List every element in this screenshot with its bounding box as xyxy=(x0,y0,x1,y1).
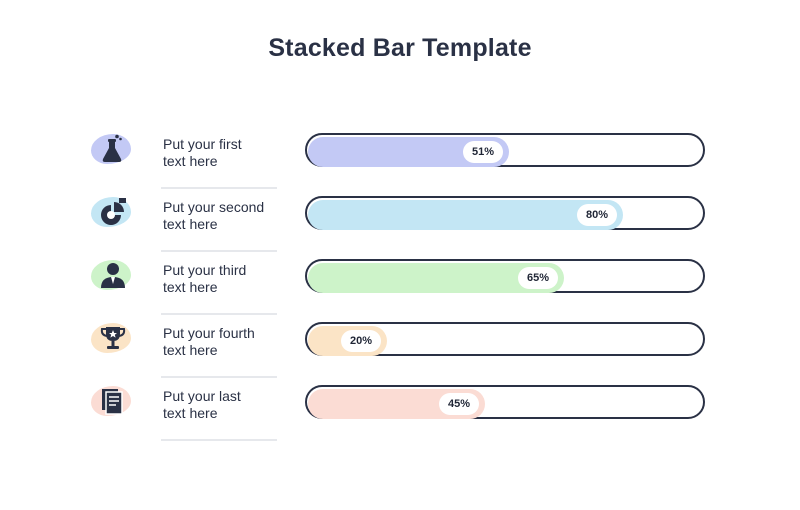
row-icon-container xyxy=(89,193,137,233)
row-label-line1: Put your third xyxy=(163,262,247,278)
row-label-line2: text here xyxy=(163,216,218,232)
row-label: Put your first text here xyxy=(163,136,283,170)
row-icon-container xyxy=(89,382,137,422)
bar-track xyxy=(305,322,705,356)
bar-value-label: 20% xyxy=(341,330,381,352)
row-label-line2: text here xyxy=(163,279,218,295)
pie-chart-icon xyxy=(101,198,126,225)
bar-value-label: 45% xyxy=(439,393,479,415)
row-icon-container xyxy=(89,256,137,296)
row-label: Put your second text here xyxy=(163,199,283,233)
row-label-line2: text here xyxy=(163,342,218,358)
bar-row: Put your fourth text here 20% xyxy=(0,313,800,378)
row-icon-container xyxy=(89,319,137,359)
row-divider xyxy=(161,376,277,378)
bar-value-label: 80% xyxy=(577,204,617,226)
bar-track xyxy=(305,385,705,419)
trophy-icon xyxy=(100,327,126,349)
row-label: Put your fourth text here xyxy=(163,325,283,359)
bar-row: Put your first text here 51% xyxy=(0,124,800,189)
chart-title: Stacked Bar Template xyxy=(268,34,532,62)
row-label: Put your last text here xyxy=(163,388,283,422)
bar-track xyxy=(305,133,705,167)
bar-value-label: 65% xyxy=(518,267,558,289)
row-divider xyxy=(161,187,277,189)
row-label-line1: Put your last xyxy=(163,388,241,404)
row-label-line1: Put your second xyxy=(163,199,265,215)
row-divider xyxy=(161,439,277,441)
row-divider xyxy=(161,313,277,315)
row-label-line2: text here xyxy=(163,405,218,421)
row-icon-container xyxy=(89,130,137,170)
bar-fill xyxy=(308,200,623,230)
row-label: Put your third text here xyxy=(163,262,283,296)
flask-icon xyxy=(102,134,122,162)
bar-value-label: 51% xyxy=(463,141,503,163)
documents-icon xyxy=(102,389,123,415)
row-label-line1: Put your fourth xyxy=(163,325,255,341)
bar-row: Put your last text here 45% xyxy=(0,376,800,441)
row-divider xyxy=(161,250,277,252)
businessman-icon xyxy=(101,263,125,288)
bar-row: Put your second text here 80% xyxy=(0,187,800,252)
bar-row: Put your third text here 65% xyxy=(0,250,800,315)
row-label-line2: text here xyxy=(163,153,218,169)
row-label-line1: Put your first xyxy=(163,136,242,152)
